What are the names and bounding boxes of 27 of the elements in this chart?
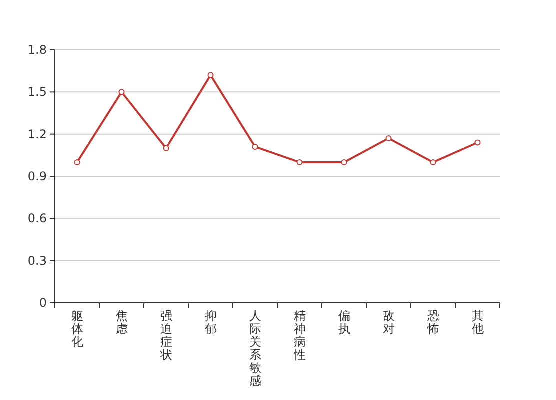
y-tick-label: 0.3 <box>28 254 47 268</box>
x-tick-label: 偏执 <box>338 309 350 336</box>
x-tick-label: 精神病性 <box>292 309 306 362</box>
point <box>296 159 303 166</box>
x-tick-label: 恐怖 <box>426 309 440 336</box>
y-tick-label: 1.8 <box>28 43 47 57</box>
y-tick-label: 0 <box>39 296 47 310</box>
point <box>341 159 348 166</box>
point <box>74 159 80 166</box>
x-tick-label: 其他 <box>472 309 484 336</box>
x-tick-label: 焦虑 <box>116 309 128 336</box>
point <box>474 140 481 146</box>
x-tick-label: 人际关系敏感 <box>249 309 262 388</box>
point <box>118 89 125 96</box>
x-tick-label: 躯体化 <box>71 309 84 349</box>
y-tick-label: 0.6 <box>28 212 47 226</box>
point <box>386 136 392 142</box>
y-tick-label: 1.2 <box>28 127 47 142</box>
x-tick-label: 强迫症状 <box>159 309 172 362</box>
y-tick-label: 0.9 <box>28 170 47 184</box>
x-tick-label: 抑郁 <box>204 309 217 336</box>
x-tick-label: 敌对 <box>382 309 395 336</box>
y-tick-label: 1.5 <box>28 85 47 100</box>
point <box>430 159 436 166</box>
point <box>208 72 214 78</box>
point <box>163 145 170 152</box>
point <box>252 144 258 150</box>
